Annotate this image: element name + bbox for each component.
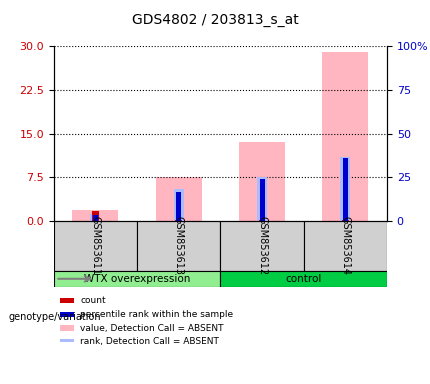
Text: GSM853614: GSM853614 (340, 217, 350, 275)
Text: GSM853613: GSM853613 (174, 217, 184, 275)
Text: value, Detection Call = ABSENT: value, Detection Call = ABSENT (80, 324, 224, 333)
Bar (342, 220, 349, 221)
Bar (60, 298, 74, 303)
Bar (90, 214, 101, 221)
Bar (257, 177, 267, 221)
Bar (73, 210, 118, 221)
Bar (341, 157, 350, 221)
Text: percentile rank within the sample: percentile rank within the sample (80, 310, 233, 319)
Text: count: count (80, 296, 106, 305)
Text: GSM853612: GSM853612 (257, 216, 267, 275)
FancyBboxPatch shape (220, 271, 387, 287)
Bar (239, 142, 285, 221)
FancyBboxPatch shape (137, 221, 220, 271)
Bar (322, 52, 368, 221)
Bar (259, 220, 265, 221)
Bar (60, 312, 74, 317)
FancyBboxPatch shape (54, 271, 220, 287)
Text: GSM853611: GSM853611 (90, 217, 101, 275)
Bar (260, 179, 264, 221)
Text: WTX overexpression: WTX overexpression (84, 274, 190, 284)
Bar (175, 220, 182, 221)
FancyBboxPatch shape (220, 221, 304, 271)
Bar (92, 211, 99, 221)
Bar (343, 158, 348, 221)
Bar (60, 339, 74, 344)
FancyBboxPatch shape (54, 221, 137, 271)
FancyBboxPatch shape (304, 221, 387, 271)
Text: rank, Detection Call = ABSENT: rank, Detection Call = ABSENT (80, 337, 219, 346)
Bar (60, 325, 74, 331)
Text: control: control (286, 274, 322, 284)
Bar (93, 215, 98, 221)
Text: genotype/variation: genotype/variation (9, 312, 101, 322)
Bar (174, 189, 184, 221)
Text: GDS4802 / 203813_s_at: GDS4802 / 203813_s_at (132, 13, 298, 27)
Bar (176, 192, 181, 221)
Bar (156, 177, 202, 221)
